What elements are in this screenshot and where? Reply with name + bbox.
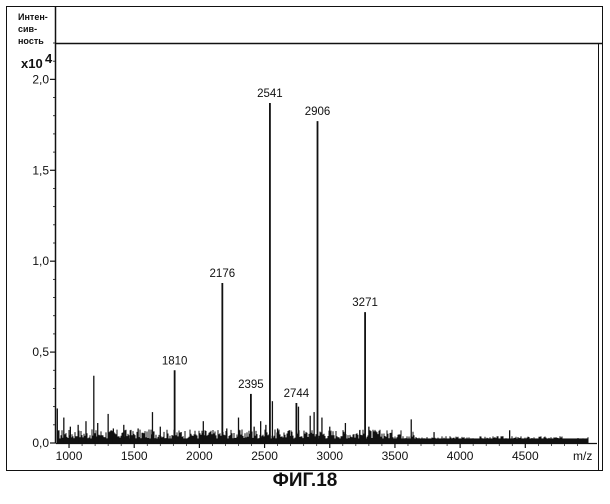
y-multiplier: x10 [21,56,43,71]
y-tick-label: 0,5 [32,345,49,359]
y-axis-label-line-1: Интен- [18,12,48,22]
peak-label-2395: 2395 [238,379,264,391]
peak-label-3271: 3271 [352,297,378,309]
y-tick-label: 0,0 [32,436,49,450]
x-tick-label: 2500 [251,449,278,463]
peak-label-2541: 2541 [257,88,283,100]
y-multiplier-exponent: 4 [45,51,53,66]
x-tick-label: 4000 [447,449,474,463]
x-tick-label: 1500 [121,449,148,463]
labeled-peaks: 1810 2176 2395 2541 2744 2906 3271 [162,88,378,443]
y-tick-label: 2,0 [32,72,49,86]
figure-caption: ФИГ.18 [0,470,610,492]
peak-label-2906: 2906 [305,106,331,118]
y-tick-label: 1,0 [32,254,49,268]
x-axis-label: m/z [573,449,592,463]
chart-frame [7,7,603,471]
x-axis-ticks: 1000 1500 2000 2500 3000 3500 4000 4500 [56,443,597,463]
y-axis-label-line-2: сив- [18,24,37,34]
x-tick-label: 3500 [382,449,409,463]
y-axis-ticks: 0,0 0,5 1,0 1,5 2,0 [32,43,56,450]
x-tick-label: 2000 [186,449,213,463]
y-tick-label: 1,5 [32,163,49,177]
y-axis-label-line-3: ность [18,36,44,46]
peak-label-2176: 2176 [210,268,236,280]
peak-label-1810: 1810 [162,355,188,367]
x-tick-label: 3000 [316,449,343,463]
peak-label-2744: 2744 [284,388,310,400]
x-tick-label: 1000 [56,449,83,463]
x-tick-label: 4500 [512,449,539,463]
